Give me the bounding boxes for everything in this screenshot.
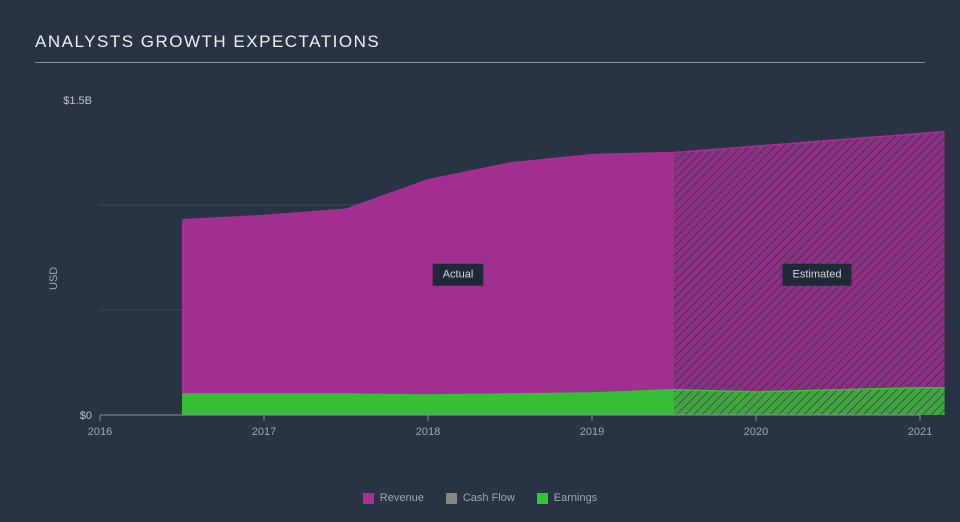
legend-item-earnings: Earnings [537,492,597,504]
chart-svg: $0$1.5B201620172018201920202021ActualEst… [100,100,920,445]
svg-text:2019: 2019 [580,426,604,438]
y-axis-label: USD [48,267,60,290]
chart-title: ANALYSTS GROWTH EXPECTATIONS [35,32,925,62]
svg-text:2016: 2016 [88,426,112,438]
chart-legend: Revenue Cash Flow Earnings [0,492,960,504]
svg-text:Estimated: Estimated [793,269,842,281]
svg-text:2018: 2018 [416,426,440,438]
legend-label: Cash Flow [463,492,515,504]
svg-text:Actual: Actual [443,269,474,281]
svg-text:2020: 2020 [744,426,768,438]
legend-item-cashflow: Cash Flow [446,492,515,504]
legend-swatch [537,493,548,504]
legend-swatch [446,493,457,504]
svg-text:$1.5B: $1.5B [63,95,92,107]
svg-text:2021: 2021 [908,426,932,438]
title-underline [35,62,925,63]
chart-header: ANALYSTS GROWTH EXPECTATIONS [35,32,925,63]
chart-plot-area: $0$1.5B201620172018201920202021ActualEst… [100,100,920,445]
legend-label: Earnings [554,492,597,504]
legend-label: Revenue [380,492,424,504]
svg-text:2017: 2017 [252,426,276,438]
legend-item-revenue: Revenue [363,492,424,504]
svg-text:$0: $0 [80,410,92,422]
legend-swatch [363,493,374,504]
